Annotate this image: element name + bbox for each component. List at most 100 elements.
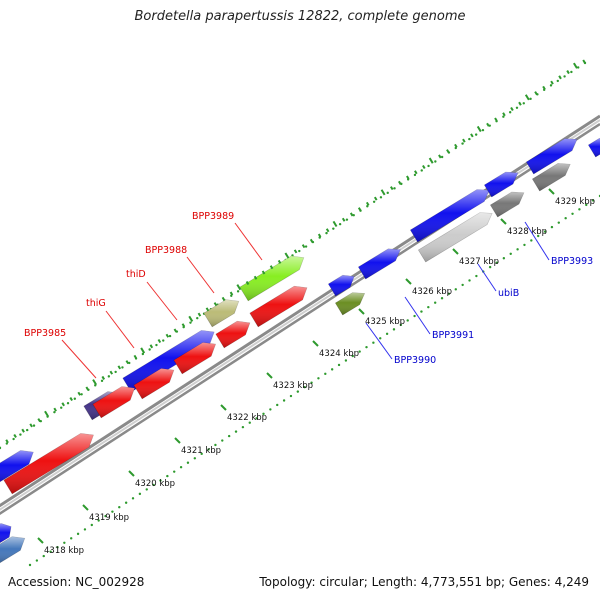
ring-dot xyxy=(168,334,172,338)
scale-tick-label: 4329 kbp xyxy=(555,197,595,207)
scale-tick-mark xyxy=(312,340,319,347)
gene-track[interactable] xyxy=(0,137,600,564)
ring-dot xyxy=(291,254,294,257)
ring-dot xyxy=(155,343,158,347)
ring-dot xyxy=(118,506,121,509)
accession-text: Accession: NC_002928 xyxy=(8,575,145,589)
ring-dot xyxy=(413,173,417,177)
ring-tick xyxy=(454,143,458,148)
ring-dot xyxy=(303,385,306,389)
ring-dot xyxy=(179,465,183,469)
ring-dot xyxy=(104,514,107,518)
ring-dot xyxy=(12,437,15,441)
ring-tick xyxy=(109,370,114,375)
ring-tick xyxy=(181,323,186,328)
ring-dot xyxy=(19,433,22,436)
gene-label[interactable]: BPP3993 xyxy=(551,256,593,267)
ring-tick xyxy=(44,410,49,417)
gene-arrow-shading xyxy=(328,275,355,296)
ring-tick xyxy=(534,91,538,96)
ring-tick xyxy=(301,244,306,249)
ring-dot xyxy=(83,528,87,531)
ring-dot xyxy=(162,339,165,342)
scale-tick-mark xyxy=(128,470,135,477)
gene-arrow-shading xyxy=(173,342,216,374)
ring-tick xyxy=(309,238,314,243)
gene-label[interactable]: thiG xyxy=(86,298,106,309)
gene-label[interactable]: ubiB xyxy=(498,288,519,299)
ring-dot xyxy=(304,245,308,248)
ring-dot xyxy=(111,510,114,513)
ring-tick xyxy=(165,333,170,338)
ring-dot xyxy=(420,169,423,172)
gene-label-leader xyxy=(146,281,178,321)
gene-label[interactable]: BPP3989 xyxy=(192,211,234,222)
ring-dot xyxy=(330,368,334,371)
ring-dot xyxy=(262,412,265,416)
ring-dot xyxy=(73,397,77,400)
ring-tick xyxy=(277,259,282,264)
ring-tick xyxy=(550,80,554,85)
ring-dot xyxy=(515,106,519,109)
gene-arrow-shading xyxy=(239,255,304,301)
ring-dot xyxy=(148,348,151,351)
ring-tick xyxy=(494,117,498,122)
ring-dot xyxy=(56,546,59,549)
gene-label[interactable]: BPP3991 xyxy=(432,330,474,341)
ring-tick xyxy=(357,207,362,212)
ring-dot xyxy=(138,492,142,496)
gene-arrow-shading xyxy=(0,536,25,563)
ring-dot xyxy=(42,554,45,558)
ring-tick xyxy=(117,365,122,370)
ring-dot xyxy=(420,310,423,313)
ring-dot xyxy=(372,200,376,203)
gene-label[interactable]: BPP3990 xyxy=(394,355,436,366)
gene-label-leader xyxy=(61,339,97,379)
ring-dot xyxy=(427,164,430,168)
ring-dot xyxy=(591,199,595,202)
ring-tick xyxy=(406,175,410,180)
ring-dot xyxy=(255,417,258,420)
ring-tick xyxy=(542,85,546,90)
ring-dot xyxy=(324,372,327,376)
ring-dot xyxy=(114,370,117,374)
ring-tick xyxy=(213,302,218,307)
ring-tick xyxy=(221,296,226,301)
ring-tick xyxy=(293,249,298,254)
ring-dot xyxy=(502,257,506,260)
ring-tick xyxy=(566,70,570,75)
gene-label[interactable]: thiD xyxy=(126,269,146,280)
ring-dot xyxy=(570,70,573,74)
gene-label[interactable]: BPP3988 xyxy=(145,245,187,256)
ring-dot xyxy=(173,470,176,473)
scale-tick-label: 4320 kbp xyxy=(135,479,175,489)
ring-dot xyxy=(131,497,135,500)
ring-tick xyxy=(61,402,65,407)
page-title: Bordetella parapertussis 12822, complete… xyxy=(134,9,466,24)
ring-dot xyxy=(282,399,286,402)
ring-dot xyxy=(26,428,29,432)
ring-dot xyxy=(481,128,485,132)
ring-tick xyxy=(486,122,490,127)
ring-dot xyxy=(189,321,192,324)
ring-dot xyxy=(90,523,94,527)
ring-tick xyxy=(470,133,474,138)
ring-tick xyxy=(349,212,354,217)
ring-dot xyxy=(80,393,83,396)
ring-dot xyxy=(585,203,588,207)
ring-tick xyxy=(446,149,450,154)
ring-dot xyxy=(557,221,560,224)
ring-tick xyxy=(125,360,130,365)
ring-dot xyxy=(509,252,512,255)
ring-dot xyxy=(468,137,471,141)
scale-tick-label: 4328 kbp xyxy=(507,227,547,237)
ring-dot xyxy=(523,243,526,247)
gene-labels[interactable]: BPP3985 thiG thiD BPP3988 BPP3989 BPP3990 BPP3… xyxy=(24,211,593,366)
ring-tick xyxy=(558,75,562,80)
scale-tick-mark xyxy=(82,504,89,511)
gene-arrow-shading xyxy=(215,321,250,348)
gene-label[interactable]: BPP3985 xyxy=(24,328,66,339)
scale-tick-label: 4324 kbp xyxy=(319,349,359,359)
ring-tick xyxy=(13,433,17,438)
